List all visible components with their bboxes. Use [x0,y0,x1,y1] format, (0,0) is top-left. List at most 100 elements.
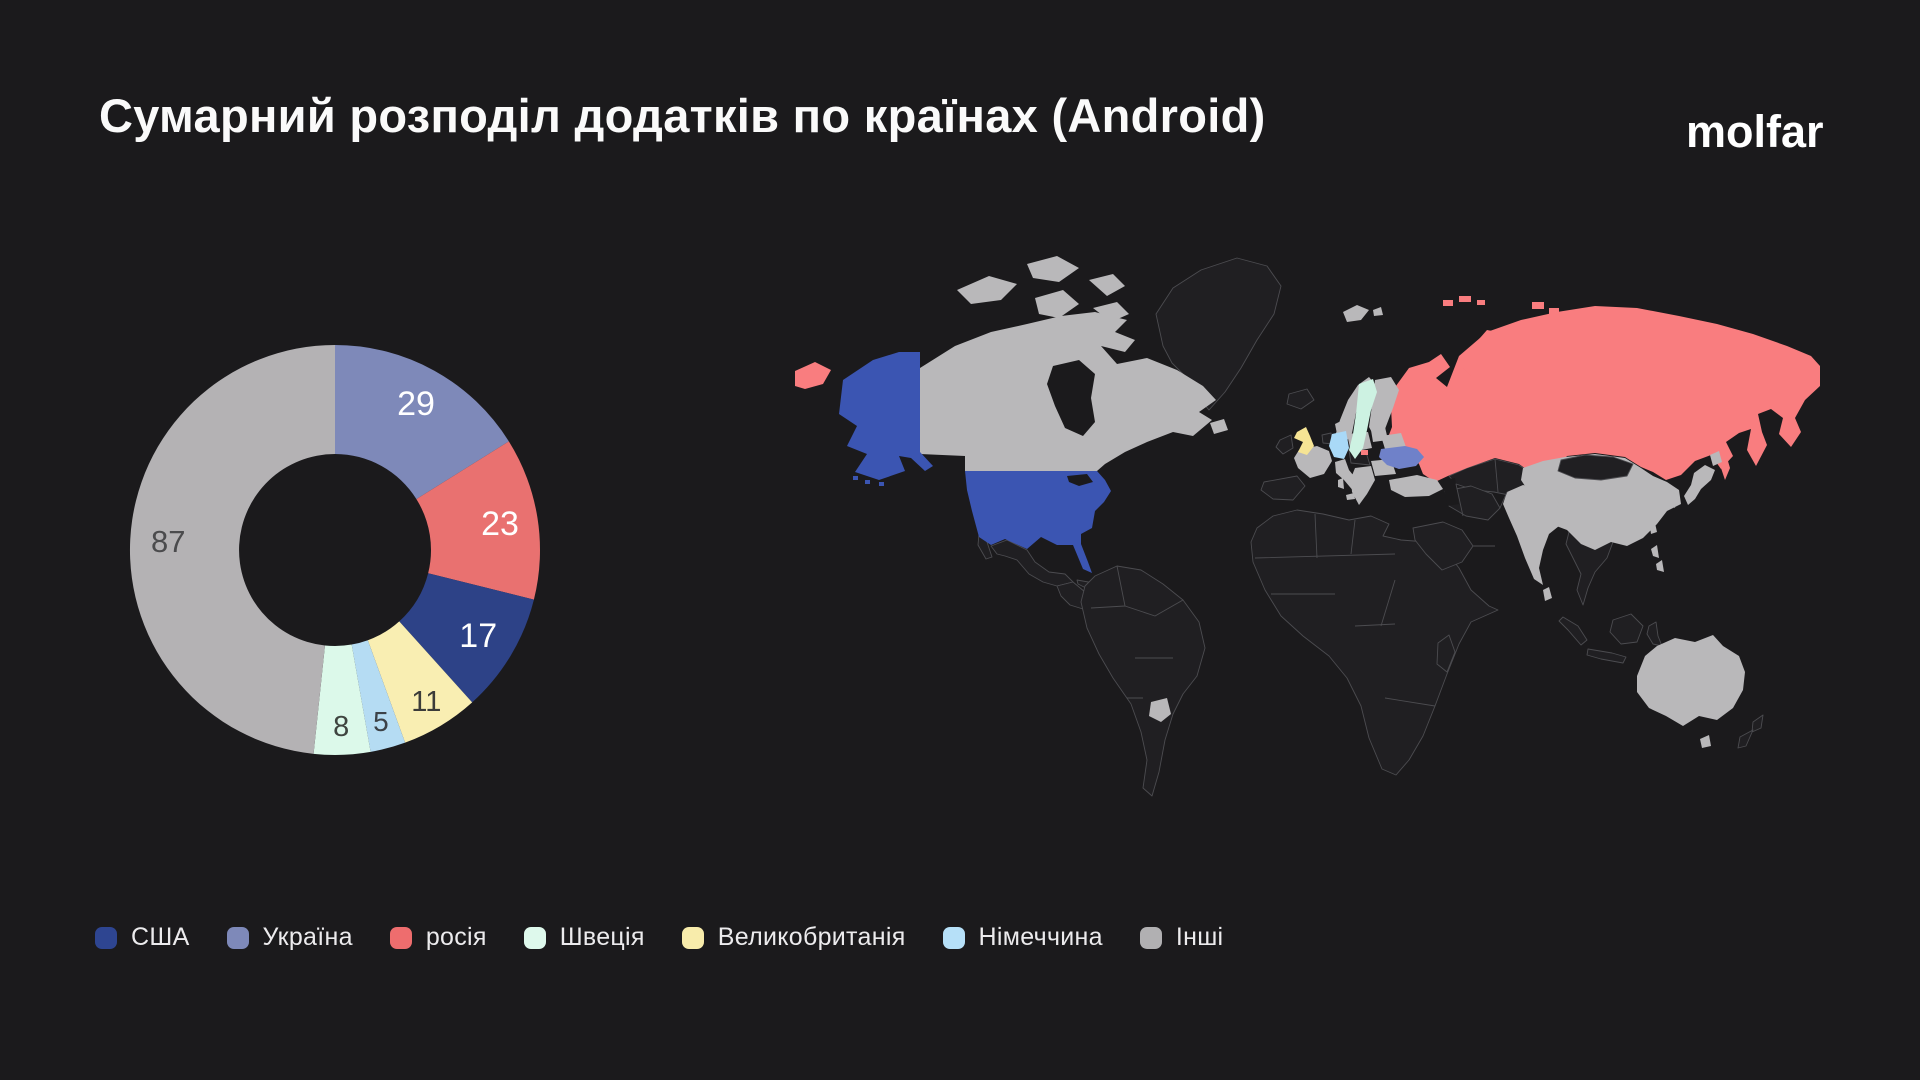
legend-swatch [1139,926,1162,949]
continent-south-america [1080,565,1206,797]
donut-svg: 29 23 17 11 58 87 [129,345,540,756]
south-america-borders [1090,565,1184,699]
great-lakes [1067,474,1093,486]
donut-value-label: 87 [151,524,185,559]
legend-item: Німеччина [942,923,1103,952]
country-australia [1637,635,1745,726]
country-united-kingdom [1294,427,1314,455]
highlight-countries-group [1294,379,1634,481]
legend-label: росія [425,923,487,951]
legend-label: Німеччина [978,923,1103,951]
country-denmark [1335,420,1346,434]
country-belarus [1381,433,1406,449]
donut-value-label: 17 [459,617,497,655]
usa-group [839,352,1111,573]
country-ireland [1275,434,1294,455]
country-ukraine [1379,446,1424,469]
legend-item: Інші [1139,923,1224,952]
island-severnaya-zemlya [1532,302,1559,314]
canada-arctic-islands [957,256,1129,322]
region-balkans [1351,466,1375,505]
country-sweden [1349,379,1377,459]
country-mexico [990,539,1074,587]
legend-item: Великобританія [681,923,906,952]
island-sumatra [1558,616,1588,646]
donut-slice-росія [416,441,540,600]
country-japan [1684,451,1722,505]
donut-value-label: 8 [333,711,349,743]
country-usa [965,471,1111,573]
legend-label: Україна [262,923,353,951]
donut-value-label: 5 [373,706,389,737]
legend-label: США [131,923,190,951]
country-sri-lanka [1543,587,1552,601]
donut-chart: 29 23 17 11 5 8 87 [0,0,700,820]
world-map-svg [795,256,1820,797]
legend-item: Швеція [523,923,645,952]
country-india [1503,485,1565,585]
legend-item: США [95,923,190,952]
country-madagascar [1436,634,1456,673]
legend-swatch [389,926,412,949]
legend-label: Інші [1175,923,1224,951]
russia-group [795,296,1820,482]
country-uruguay [1149,698,1171,722]
molfar-logo: molfar [1686,106,1824,157]
donut-value-label: 29 [397,385,435,423]
island-taiwan [1650,523,1657,534]
asia-borders [1455,458,1508,547]
legend-label: Великобританія [717,923,906,951]
legend-swatch [523,926,546,949]
page-title: Сумарний розподіл додатків по країнах (A… [99,89,1266,142]
region-arabia [1412,521,1474,571]
island-svalbard [1343,305,1383,322]
country-germany [1329,431,1349,459]
legend-swatch [942,926,965,949]
country-new-zealand [1737,714,1764,749]
caspian-sea [1443,478,1459,506]
land-no-data [977,257,1764,797]
region-kaliningrad [1361,450,1368,455]
donut-slice-Німеччина [351,640,406,752]
legend-item: Україна [226,923,353,952]
country-turkey [1389,475,1443,497]
donut-slice-Швеція [313,644,371,756]
region-alaska [839,352,933,480]
island-franz-josef [1443,296,1485,306]
donut-slice-Великобританія [367,621,473,743]
internal-borders [1090,458,1508,707]
legend-item: росія [389,923,487,952]
donut-slice-Інші [129,345,335,754]
country-russia [1387,306,1820,482]
country-korea [1666,489,1677,508]
island-borneo [1609,613,1644,645]
legend-swatch [95,926,117,949]
donut-value-label: 11 [411,686,441,718]
legend: США Україна росія Швеція Великобританія Німеч… [95,923,1223,952]
island-novaya-zemlya [1463,330,1497,376]
continent-africa [1250,509,1499,776]
island-sakhalin [1718,444,1730,480]
island-tasmania [1700,735,1711,748]
world-map [795,228,1825,818]
island-newfoundland [1210,419,1228,434]
country-mongolia [1557,454,1634,481]
donut-slice-Україна [335,345,509,500]
island-sulawesi [1646,621,1663,647]
country-philippines [1651,545,1664,572]
donut-value-label: 23 [481,505,519,543]
island-java [1586,648,1627,664]
africa-borders [1254,513,1436,707]
country-iceland [1286,388,1315,410]
country-france [1294,446,1332,478]
region-iberia [1260,475,1306,501]
legend-swatch [226,926,249,949]
legend-label: Швеція [559,923,645,951]
region-chukotka-wrap [795,362,831,389]
country-china [1521,454,1681,550]
hudson-bay [1047,360,1095,436]
legend-swatch [681,926,704,949]
donut-slice-США [399,573,534,703]
islands-aleutian [853,476,884,486]
